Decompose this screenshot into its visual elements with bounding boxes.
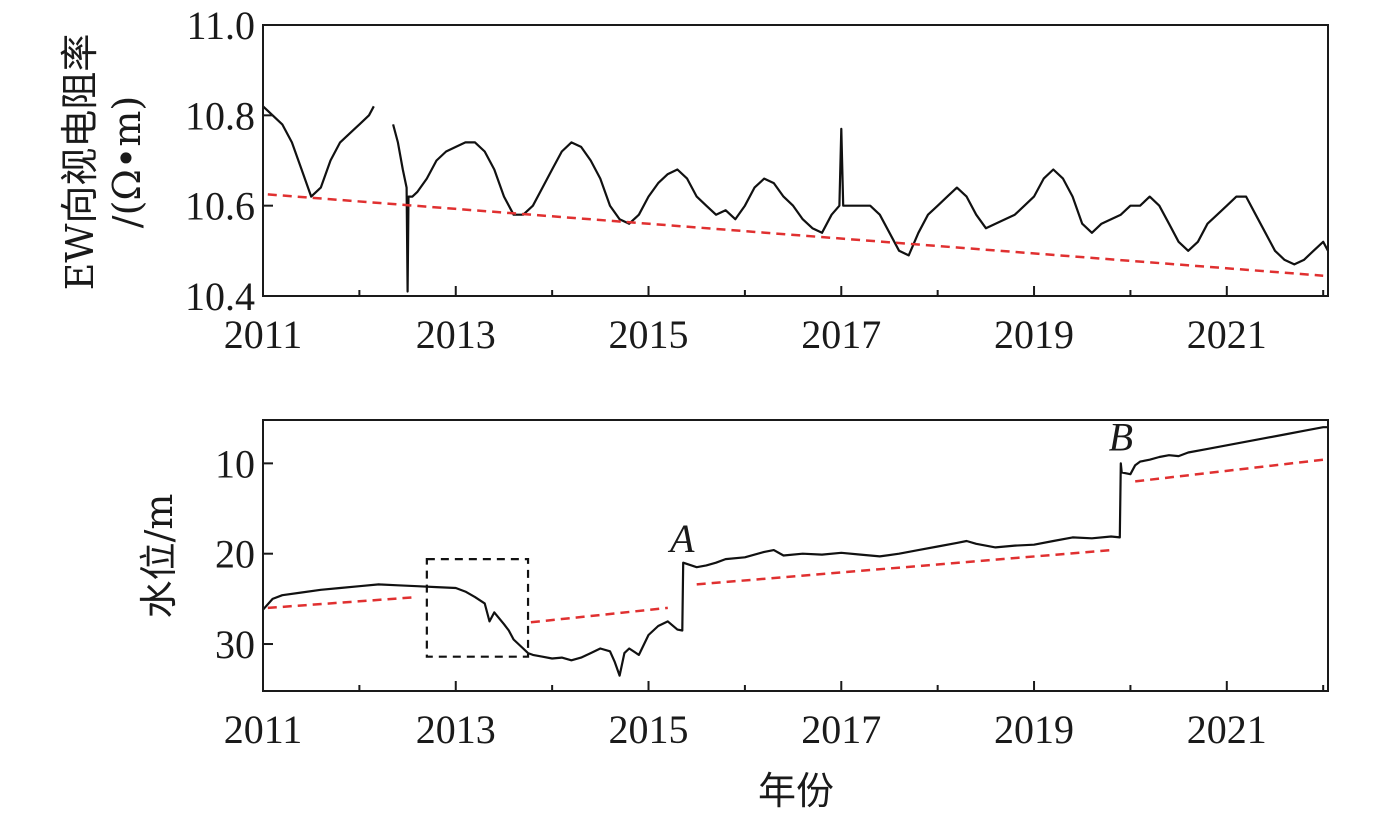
resistivity-y-axis-label: EW向视电阻率 /(Ω•m) bbox=[58, 34, 149, 291]
water-level-plot-frame bbox=[262, 419, 1329, 692]
y-tick-label: 10.4 bbox=[185, 274, 255, 319]
x-tick-label: 2013 bbox=[416, 312, 496, 357]
data-line-1-0 bbox=[262, 426, 1328, 677]
x-tick-label: 2019 bbox=[994, 707, 1074, 752]
trend-line-1-4 bbox=[1135, 458, 1324, 483]
highlight-dashed-box bbox=[425, 558, 530, 658]
data-line-0-0 bbox=[262, 105, 1329, 293]
resistivity-ticks: 2011 2013 2015 2017 2019 2021 10.4 10.6 10.8 11.0 bbox=[185, 3, 1325, 357]
trend-line-1-1 bbox=[267, 595, 418, 610]
x-tick-label: 2021 bbox=[1187, 312, 1267, 357]
resistivity-series-group bbox=[262, 105, 1329, 293]
x-tick-label: 2011 bbox=[224, 707, 303, 752]
water-level-dashed-box-group bbox=[425, 558, 530, 658]
water-level-ticks: 2011 2013 2015 2017 2019 2021 10 20 30 bbox=[215, 441, 1325, 752]
x-axis-label: 年份 bbox=[758, 769, 834, 813]
y-tick-label: 10.8 bbox=[185, 93, 255, 138]
y-axis-label-line1: EW向视电阻率 bbox=[58, 34, 102, 291]
resistivity-plot-frame bbox=[262, 24, 1329, 297]
x-tick-label: 2011 bbox=[224, 312, 303, 357]
y-tick-label: 30 bbox=[215, 622, 255, 667]
x-tick-label: 2015 bbox=[609, 312, 689, 357]
y-tick-label: 10 bbox=[215, 441, 255, 486]
annotation-A: A bbox=[667, 516, 695, 561]
x-tick-label: 2017 bbox=[801, 707, 881, 752]
resistivity-chart: 2011 2013 2015 2017 2019 2021 10.4 10.6 10.8 11.0… bbox=[58, 3, 1329, 357]
y-tick-label: 11.0 bbox=[186, 3, 255, 48]
x-tick-label: 2019 bbox=[994, 312, 1074, 357]
y-axis-label-line2: /(Ω•m) bbox=[105, 96, 149, 228]
y-tick-label: 20 bbox=[215, 532, 255, 577]
annotation-B: B bbox=[1109, 415, 1133, 460]
y-tick-label: 10.6 bbox=[185, 184, 255, 229]
x-tick-label: 2013 bbox=[416, 707, 496, 752]
trend-line-0-1 bbox=[267, 193, 1324, 277]
x-tick-label: 2017 bbox=[801, 312, 881, 357]
trend-line-1-2 bbox=[530, 606, 668, 624]
water-level-annotations: AB bbox=[667, 415, 1133, 561]
water-level-y-axis-label: 水位/m bbox=[137, 494, 181, 619]
trend-line-1-3 bbox=[696, 548, 1112, 586]
water-level-series-group bbox=[262, 426, 1328, 677]
x-tick-label: 2021 bbox=[1187, 707, 1267, 752]
x-tick-label: 2015 bbox=[609, 707, 689, 752]
